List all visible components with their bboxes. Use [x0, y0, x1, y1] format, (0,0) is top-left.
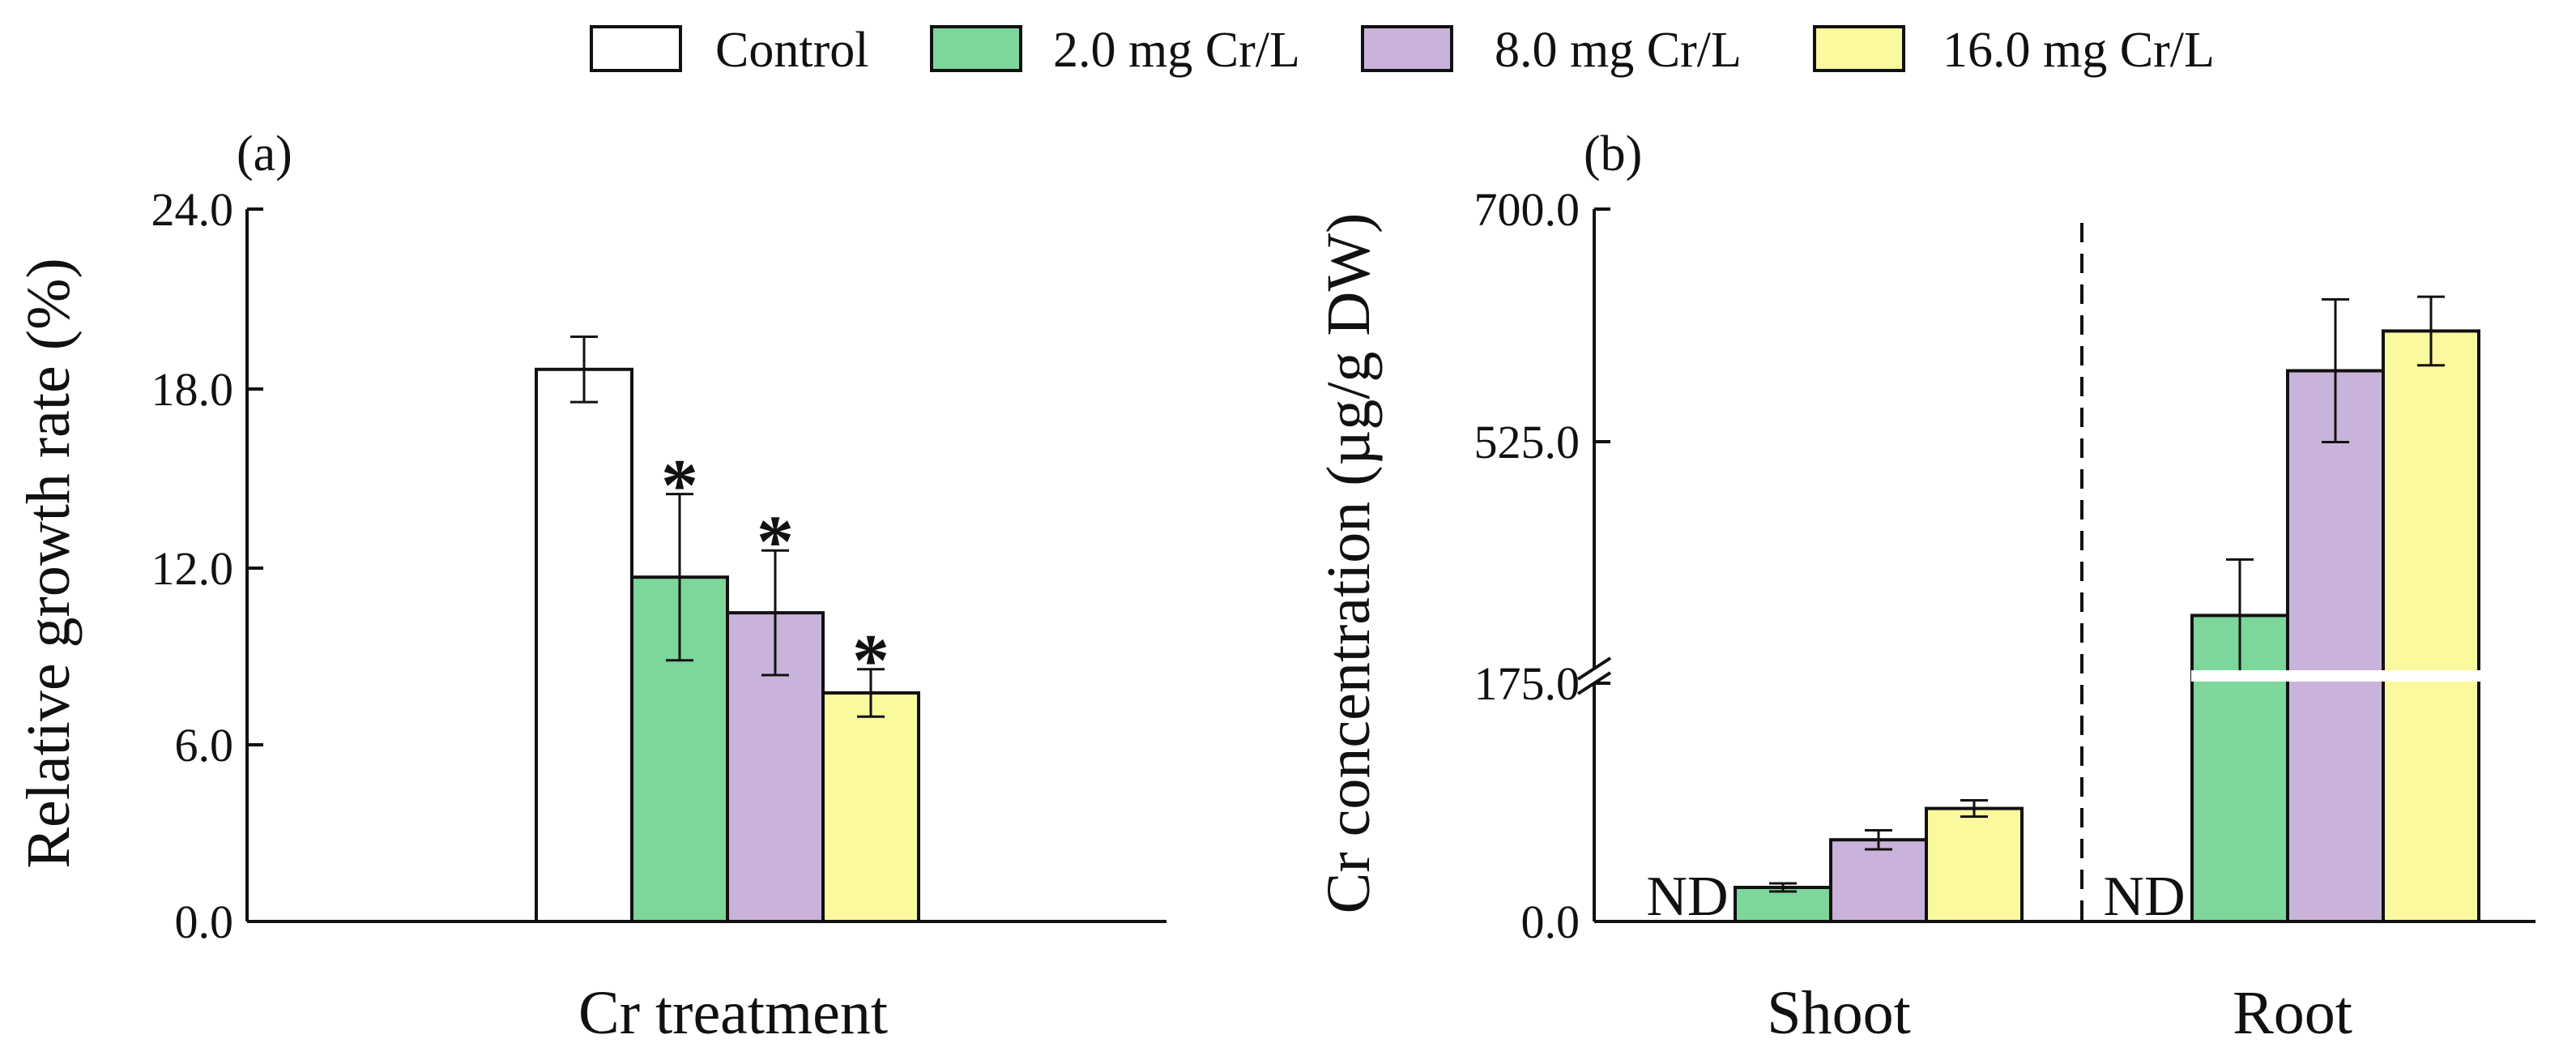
- legend-label-16mg: 16.0 mg Cr/L: [1943, 23, 2215, 78]
- legend-swatch-control: [590, 25, 682, 72]
- panel-a-y-tick-1: 6.0: [175, 719, 263, 772]
- panel-a-y-tick-label-2: 12.0: [151, 542, 234, 595]
- panel-b-y-tick-label-1: 175.0: [1474, 657, 1580, 710]
- panel-b-label: (b): [1584, 126, 1642, 182]
- panel-b-y-tick-label-2: 525.0: [1474, 416, 1580, 468]
- legend-label-8mg: 8.0 mg Cr/L: [1495, 23, 1742, 78]
- panel-b-break-gap: [2191, 670, 2483, 682]
- panel-a-y-tick-3: 18.0: [151, 363, 263, 416]
- panel-b-errorbar-shoot-16mg: [1960, 798, 1988, 819]
- panel-b-errorbar-shoot-8mg: [1865, 828, 1892, 851]
- legend-swatch-8mg: [1361, 25, 1453, 72]
- panel-a-y-tick-label-0: 0.0: [175, 896, 234, 948]
- panel-b-y-tick-2: 525.0: [1474, 416, 1610, 468]
- panel-a-label: (a): [237, 126, 292, 182]
- panel-b-errorbar-root-8mg: [2322, 297, 2349, 443]
- panel-b-bars: ND ND: [1646, 295, 2483, 928]
- panel-b-errorbar-root-16mg: [2417, 295, 2445, 367]
- panel-a-significance-2mg: *: [661, 444, 698, 527]
- legend-label-control: Control: [715, 23, 868, 78]
- panel-a-bars: * * *: [535, 335, 920, 924]
- panel-b-x-tick-label-shoot: Shoot: [1767, 979, 1910, 1047]
- panel-a-errorbar-control: [570, 335, 598, 404]
- panel-a-y-tick-label-3: 18.0: [151, 363, 234, 416]
- panel-b-bar-shoot-16mg: [1925, 806, 2024, 923]
- panel-a-y-tick-label-4: 24.0: [151, 183, 234, 236]
- panel-b-bar-shoot-8mg: [1829, 838, 1928, 923]
- panel-a-x-axis-title: Cr treatment: [578, 979, 888, 1047]
- panel-a-bar-16mg: [821, 690, 920, 923]
- panel-a-errorbar-8mg: [761, 549, 789, 677]
- panel-a-y-tick-0: 0.0: [175, 896, 263, 948]
- panel-a-y-tick-4: 24.0: [151, 183, 263, 236]
- panel-b-bar-root-16mg: [2382, 329, 2480, 923]
- panel-b-x-tick-label-root: Root: [2233, 979, 2352, 1047]
- panel-b-axes: 0.0 175.0 525.0 700.0: [1474, 183, 2535, 948]
- panel-a-axes: 0.0 6.0 12.0 18.0 24.0: [151, 183, 1166, 948]
- panel-a-bar-control: [535, 367, 633, 923]
- panel-b-y-tick-1: 175.0: [1474, 657, 1610, 710]
- panel-b-y-tick-label-3: 700.0: [1474, 183, 1580, 236]
- panel-b-y-axis-title: Cr concentration (µg/g DW): [1315, 213, 1383, 914]
- panel-a-y-tick-label-1: 6.0: [175, 719, 234, 772]
- panel-a-y-axis-title: Relative growth rate (%): [15, 258, 83, 868]
- panel-b-nd-label-root: ND: [2103, 866, 2185, 928]
- panel-a-errorbar-16mg: [857, 668, 885, 718]
- panel-b-nd-label-shoot: ND: [1646, 866, 1728, 928]
- legend-swatch-16mg: [1813, 25, 1905, 72]
- panel-b-y-tick-3: 700.0: [1474, 183, 1610, 236]
- panel-b-y-tick-0: 0.0: [1521, 896, 1610, 948]
- legend: Control 2.0 mg Cr/L 8.0 mg Cr/L 16.0 mg …: [590, 23, 2215, 78]
- panel-a: (a) Relative growth rate (%) Cr treatmen…: [15, 126, 1166, 1047]
- legend-label-2mg: 2.0 mg Cr/L: [1053, 23, 1300, 78]
- panel-b-y-tick-label-0: 0.0: [1521, 896, 1580, 948]
- panel-b-errorbar-shoot-2mg: [1769, 882, 1797, 893]
- panel-a-significance-8mg: *: [757, 500, 794, 583]
- panel-a-y-tick-2: 12.0: [151, 542, 263, 595]
- panel-b: (b) Cr concentration (µg/g DW) Shoot Roo…: [1315, 126, 2535, 1047]
- panel-a-errorbar-2mg: [666, 493, 693, 662]
- panel-b-bar-root-8mg: [2286, 369, 2385, 923]
- legend-swatch-2mg: [930, 25, 1022, 72]
- panel-a-significance-16mg: *: [852, 619, 889, 702]
